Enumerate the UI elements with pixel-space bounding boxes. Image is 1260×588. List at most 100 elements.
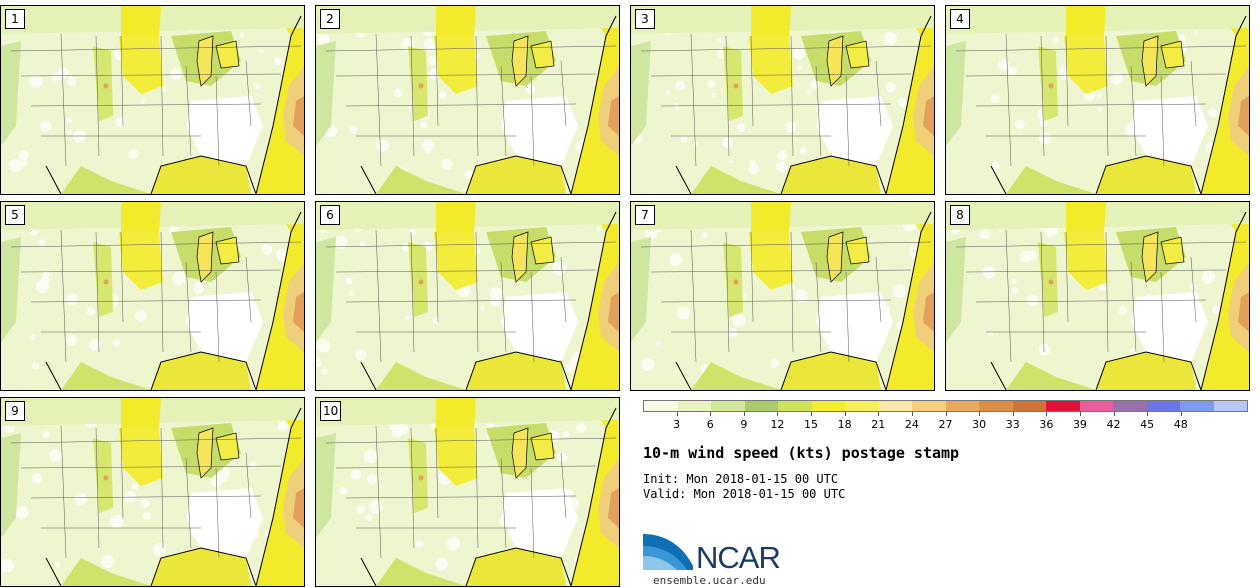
calm-patch	[38, 239, 45, 246]
member-panel-3[interactable]: 3	[630, 5, 935, 195]
calm-patch	[273, 57, 283, 66]
plains-wind-band	[434, 428, 478, 486]
colorbar-bin	[1146, 401, 1180, 411]
state-border	[1005, 229, 1012, 363]
calm-patch	[641, 357, 655, 371]
calm-patch	[707, 80, 716, 89]
member-panel-10[interactable]: 10	[315, 397, 620, 587]
state-border	[325, 437, 617, 444]
member-label: 6	[320, 205, 340, 225]
lake-outline	[530, 236, 555, 265]
calm-patch	[54, 562, 60, 569]
lake-huron	[216, 237, 239, 264]
baja-coastline	[45, 165, 62, 194]
baja-coastline	[675, 361, 692, 390]
member-panel-9[interactable]: 9	[0, 397, 305, 587]
state-border	[845, 75, 850, 167]
calm-patch	[749, 159, 756, 166]
calm-patch	[193, 282, 205, 294]
calm-patch	[350, 469, 362, 480]
state-border	[1190, 60, 1197, 127]
calm-patch	[41, 276, 51, 285]
baja-coastline	[45, 557, 62, 586]
state-border	[975, 103, 1207, 107]
calm-patch	[160, 85, 167, 92]
atlantic-strong-wind	[283, 458, 304, 548]
colorbar-bin	[744, 401, 778, 411]
calm-patch	[363, 449, 378, 464]
member-label: 10	[320, 401, 342, 421]
lake-michigan	[1142, 36, 1158, 86]
colorbar-tick	[1147, 412, 1149, 416]
wind-map	[316, 202, 619, 390]
rockies-wind	[1038, 46, 1058, 121]
calm-patch	[49, 449, 63, 463]
calm-patch	[321, 368, 328, 375]
member-panel-1[interactable]: 1	[0, 5, 305, 195]
member-panel-4[interactable]: 4	[945, 5, 1250, 195]
calm-patch	[67, 76, 77, 86]
calm-patch	[316, 339, 330, 353]
baja-coastline	[45, 361, 62, 390]
member-panel-2[interactable]: 2	[315, 5, 620, 195]
member-panel-8[interactable]: 8	[945, 201, 1250, 391]
state-border	[530, 75, 535, 167]
calm-patch	[892, 284, 907, 298]
calm-patch	[748, 163, 760, 175]
east-coastline	[570, 407, 617, 586]
member-label: 8	[950, 205, 970, 225]
calm-patch	[189, 150, 196, 157]
lake-michigan	[197, 36, 213, 86]
state-border	[435, 35, 439, 127]
colorbar-tick	[811, 412, 813, 416]
colorbar-tick-label: 18	[837, 418, 852, 431]
rockies-wind	[723, 46, 743, 121]
lake-michigan	[827, 232, 843, 282]
gulf-of-mexico	[466, 156, 566, 194]
colorbar-bin	[912, 401, 946, 411]
member-panel-6[interactable]: 6	[315, 201, 620, 391]
calm-patch	[1038, 343, 1051, 356]
wind-map	[1, 6, 304, 194]
state-border	[690, 229, 697, 363]
lake-huron	[531, 433, 554, 460]
lake-michigan	[512, 36, 528, 86]
state-border	[725, 35, 730, 157]
colorbar-tick	[676, 412, 678, 416]
colorbar-bin	[1079, 401, 1113, 411]
calm-patch	[794, 289, 808, 303]
state-border	[875, 60, 882, 127]
wind-hotspot	[103, 475, 109, 481]
member-panel-5[interactable]: 5	[0, 201, 305, 391]
state-border	[435, 231, 439, 323]
colorbar-bin	[1180, 401, 1214, 411]
mexico-wind	[1006, 166, 1096, 194]
logo-url[interactable]: ensemble.ucar.edu	[653, 574, 766, 587]
canada-wind	[436, 6, 476, 36]
member-panel-7[interactable]: 7	[630, 201, 935, 391]
gulf-of-mexico	[151, 352, 251, 390]
colorbar-tick	[743, 412, 745, 416]
state-border	[10, 45, 302, 52]
gulf-of-mexico	[1096, 352, 1196, 390]
colorbar-tick	[844, 412, 846, 416]
state-border	[725, 231, 730, 353]
member-label: 9	[5, 401, 25, 421]
colorbar	[643, 400, 1248, 412]
state-border	[185, 457, 192, 549]
state-border	[335, 73, 597, 77]
calm-patch	[318, 33, 330, 46]
pacific-coast	[946, 41, 966, 146]
gulf-of-mexico	[781, 156, 881, 194]
calm-patch	[110, 515, 124, 528]
state-border	[530, 467, 535, 559]
calm-patch	[711, 92, 716, 97]
wind-map	[316, 398, 619, 586]
lake-huron	[531, 237, 554, 264]
calm-patch	[359, 241, 366, 247]
pacific-coast	[631, 41, 651, 146]
calm-patch	[15, 505, 29, 519]
gulf-coastline	[1095, 155, 1202, 194]
calm-patch	[883, 31, 898, 45]
calm-patch	[669, 253, 683, 266]
